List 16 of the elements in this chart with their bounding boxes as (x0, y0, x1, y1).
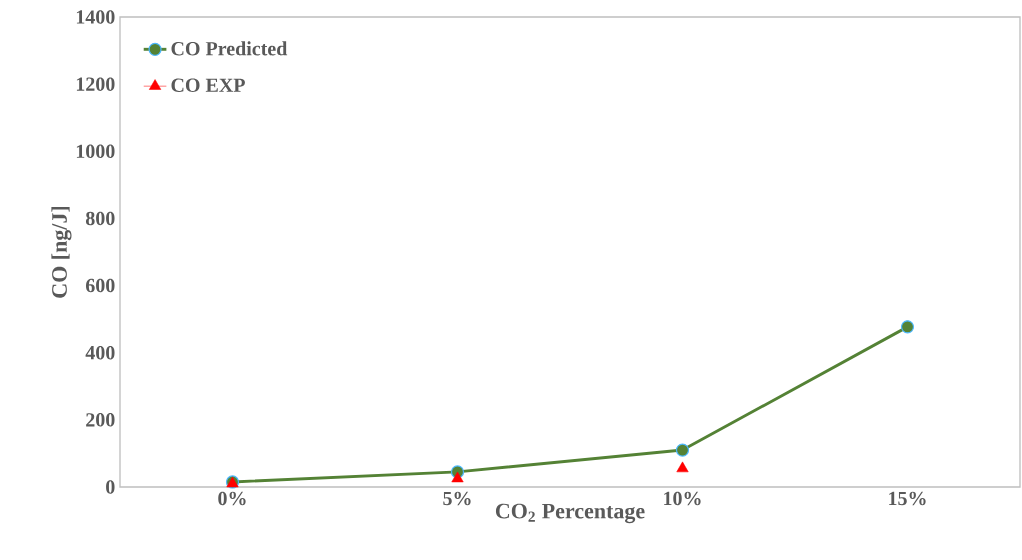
x-tick-label: 10% (664, 491, 701, 506)
y-tick-label: 0 (106, 480, 115, 494)
y-tick-label: 400 (85, 345, 115, 360)
legend-label: CO EXP (171, 78, 245, 92)
y-tick-label: 1000 (76, 144, 115, 159)
x-tick-label: 0% (218, 491, 246, 506)
x-tick-label: 15% (889, 491, 926, 506)
y-tick-label: 600 (86, 278, 115, 293)
y-tick-label: 200 (86, 413, 115, 427)
y-axis-title: CO [ng/J] (51, 206, 72, 298)
y-tick-label: 1200 (76, 77, 115, 91)
x-axis-title: CO$_{2}$ Percentage (495, 503, 645, 524)
y-tick-label: 800 (85, 211, 115, 226)
legend-label: CO Predicted (171, 41, 288, 56)
y-tick-label: 1400 (76, 10, 115, 24)
x-tick-label: 5% (443, 491, 471, 506)
